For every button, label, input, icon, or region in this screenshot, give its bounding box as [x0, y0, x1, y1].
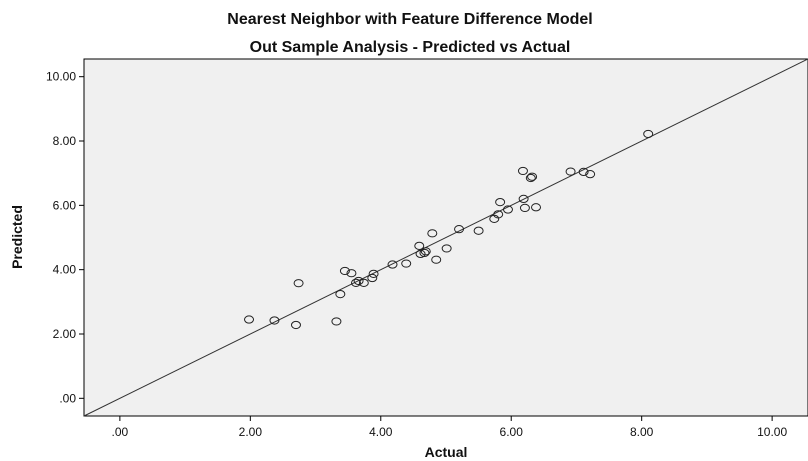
x-tick-label: 6.00 — [500, 425, 524, 439]
data-point — [244, 315, 255, 324]
data-point — [290, 320, 301, 330]
data-point — [427, 229, 438, 238]
data-point — [339, 266, 350, 276]
chart-title: Nearest Neighbor with Feature Difference… — [227, 11, 592, 28]
data-point — [585, 170, 596, 179]
data-point — [527, 172, 538, 181]
y-tick-label: 2.00 — [53, 327, 77, 341]
data-point — [419, 248, 430, 258]
data-point — [502, 205, 513, 214]
reference-line — [83, 58, 808, 417]
data-point — [473, 226, 484, 235]
x-tick-label: 2.00 — [239, 425, 263, 439]
x-axis-label: Actual — [425, 444, 468, 460]
x-tick-label: 10.00 — [757, 425, 787, 439]
data-point — [415, 249, 426, 259]
data-point — [414, 241, 425, 250]
data-point — [525, 173, 536, 183]
data-point — [518, 194, 529, 204]
y-tick-label: 8.00 — [53, 134, 77, 148]
data-point — [578, 167, 589, 176]
data-point — [531, 203, 542, 212]
data-point — [358, 278, 369, 287]
y-axis-label: Predicted — [9, 205, 25, 269]
data-point — [346, 269, 357, 278]
data-point — [331, 317, 342, 326]
data-point — [517, 166, 528, 176]
y-tick-label: 6.00 — [53, 198, 77, 212]
data-point — [269, 316, 280, 325]
x-tick-label: 4.00 — [369, 425, 393, 439]
y-axis: .00 2.00 4.00 6.00 8.00 10.00 — [46, 70, 84, 405]
data-point — [420, 247, 431, 256]
y-tick-label: 10.00 — [46, 70, 76, 84]
data-point — [387, 260, 398, 269]
data-points — [244, 129, 654, 330]
data-point — [495, 198, 506, 207]
data-point — [350, 278, 361, 287]
data-point — [335, 290, 346, 299]
data-point — [454, 225, 465, 234]
data-point — [565, 167, 576, 176]
y-tick-label: .00 — [59, 391, 76, 405]
data-point — [353, 276, 364, 286]
y-tick-label: 4.00 — [53, 263, 77, 277]
data-point — [401, 259, 412, 268]
chart-subtitle: Out Sample Analysis - Predicted vs Actua… — [250, 39, 571, 56]
data-point — [643, 129, 654, 139]
x-tick-label: 8.00 — [630, 425, 654, 439]
data-point — [441, 244, 452, 253]
data-point — [431, 255, 442, 264]
x-axis: .00 2.00 4.00 6.00 8.00 10.00 — [112, 416, 787, 439]
data-point — [293, 279, 304, 288]
data-point — [519, 203, 530, 213]
data-point — [493, 210, 504, 219]
data-point — [368, 269, 379, 278]
x-tick-label: .00 — [112, 425, 129, 439]
data-point — [367, 273, 378, 283]
